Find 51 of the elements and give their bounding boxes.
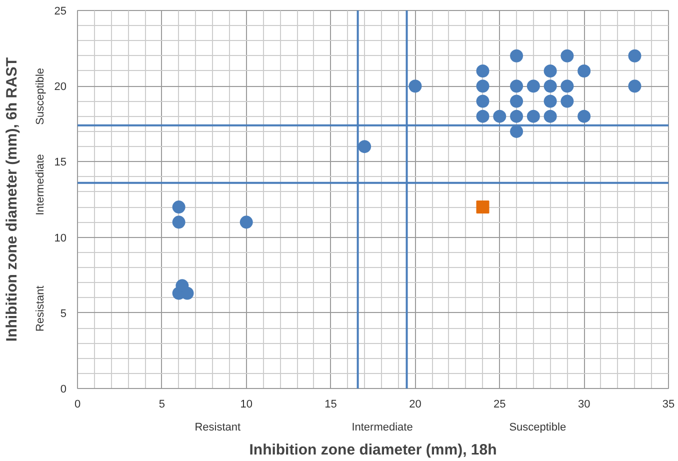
x-tick-label: 25 <box>494 398 506 410</box>
point <box>510 124 524 138</box>
point <box>560 94 574 108</box>
text: Intermediate <box>352 422 413 434</box>
y-tick-label: 15 <box>54 156 67 169</box>
point <box>476 200 490 214</box>
point <box>476 94 490 108</box>
point <box>240 216 253 229</box>
point <box>578 64 591 78</box>
point <box>476 110 490 123</box>
x-tick-label: 20 <box>409 398 422 410</box>
point <box>408 80 422 93</box>
point <box>544 80 557 93</box>
point <box>510 80 524 93</box>
y-tick-label: 10 <box>54 232 67 244</box>
x-tick-label: 5 <box>158 398 165 410</box>
text: Susceptible <box>509 422 566 434</box>
point <box>510 49 524 62</box>
point <box>476 80 490 93</box>
point <box>493 110 506 123</box>
point <box>476 64 490 78</box>
text: Resistant <box>194 422 241 434</box>
y-tick-label: 25 <box>54 6 67 18</box>
y-tick-label: 20 <box>54 81 67 94</box>
text: Intermediate <box>34 154 46 216</box>
x-tick-label: 0 <box>74 398 81 410</box>
x-tick-label: 35 <box>662 398 675 410</box>
point <box>628 80 642 93</box>
x-tick-label: 15 <box>324 398 337 410</box>
y-tick-label: 5 <box>60 308 67 320</box>
x-tick-label: 10 <box>240 398 252 410</box>
point <box>510 110 524 123</box>
point <box>544 64 557 78</box>
y-axis-title: Inhibition zone diameter (mm), 6h RAST <box>4 57 20 342</box>
point <box>526 110 540 123</box>
point <box>358 140 372 154</box>
point <box>560 80 574 93</box>
point <box>510 94 524 108</box>
point <box>560 49 574 62</box>
point <box>172 216 186 229</box>
point <box>578 110 591 123</box>
x-axis-title: Inhibition zone diameter (mm), 18h <box>249 442 497 458</box>
point <box>526 80 540 93</box>
point <box>172 200 186 214</box>
text: Susceptible <box>34 68 46 125</box>
point <box>544 94 557 108</box>
y-tick-label: 0 <box>60 384 67 396</box>
text: Resistant <box>34 286 46 332</box>
point <box>628 49 642 62</box>
point <box>544 110 557 123</box>
x-tick-label: 30 <box>578 398 590 410</box>
